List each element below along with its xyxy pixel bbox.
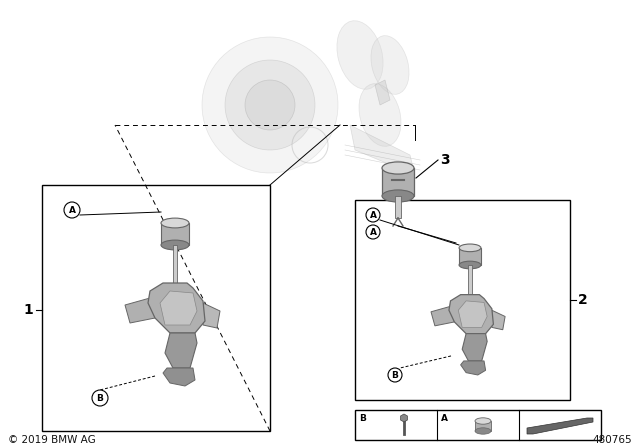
Circle shape — [366, 225, 380, 239]
Polygon shape — [401, 414, 408, 422]
Ellipse shape — [161, 240, 189, 250]
Ellipse shape — [475, 428, 491, 434]
Polygon shape — [163, 368, 195, 386]
Text: A: A — [369, 228, 376, 237]
Ellipse shape — [475, 418, 491, 424]
Text: 480765: 480765 — [593, 435, 632, 445]
Polygon shape — [160, 291, 197, 325]
Text: © 2019 BMW AG: © 2019 BMW AG — [8, 435, 96, 445]
Bar — [382, 168, 414, 196]
Ellipse shape — [337, 21, 383, 89]
Polygon shape — [375, 80, 390, 105]
Text: B: B — [392, 370, 399, 379]
Circle shape — [388, 368, 402, 382]
Polygon shape — [350, 125, 415, 175]
Text: B: B — [97, 393, 104, 402]
Ellipse shape — [382, 162, 414, 174]
Polygon shape — [492, 310, 505, 330]
Polygon shape — [125, 298, 155, 323]
Text: 1: 1 — [23, 303, 33, 317]
Circle shape — [245, 80, 295, 130]
Polygon shape — [462, 334, 487, 361]
Circle shape — [202, 37, 338, 173]
Polygon shape — [449, 295, 493, 334]
Text: 3: 3 — [440, 153, 450, 167]
Bar — [468, 265, 472, 295]
Ellipse shape — [382, 190, 414, 202]
Bar — [475, 421, 491, 431]
Ellipse shape — [359, 84, 401, 146]
Text: 2: 2 — [578, 293, 588, 307]
Bar — [395, 196, 401, 218]
Bar — [42, 185, 270, 431]
Bar — [355, 410, 601, 440]
Bar — [459, 248, 481, 265]
Ellipse shape — [459, 244, 481, 252]
Polygon shape — [458, 301, 487, 327]
Polygon shape — [461, 361, 486, 375]
Circle shape — [64, 202, 80, 218]
Polygon shape — [165, 333, 197, 368]
Bar — [173, 245, 177, 283]
Text: A: A — [441, 414, 448, 423]
Circle shape — [366, 208, 380, 222]
Text: B: B — [359, 414, 366, 423]
Ellipse shape — [459, 261, 481, 269]
Polygon shape — [203, 303, 220, 328]
Ellipse shape — [161, 218, 189, 228]
Bar — [355, 200, 570, 400]
Bar — [161, 223, 189, 245]
Text: A: A — [68, 206, 76, 215]
Text: A: A — [369, 211, 376, 220]
Polygon shape — [148, 283, 205, 333]
Polygon shape — [527, 418, 593, 434]
Polygon shape — [431, 306, 454, 326]
Circle shape — [92, 390, 108, 406]
Ellipse shape — [371, 36, 409, 95]
Circle shape — [225, 60, 315, 150]
